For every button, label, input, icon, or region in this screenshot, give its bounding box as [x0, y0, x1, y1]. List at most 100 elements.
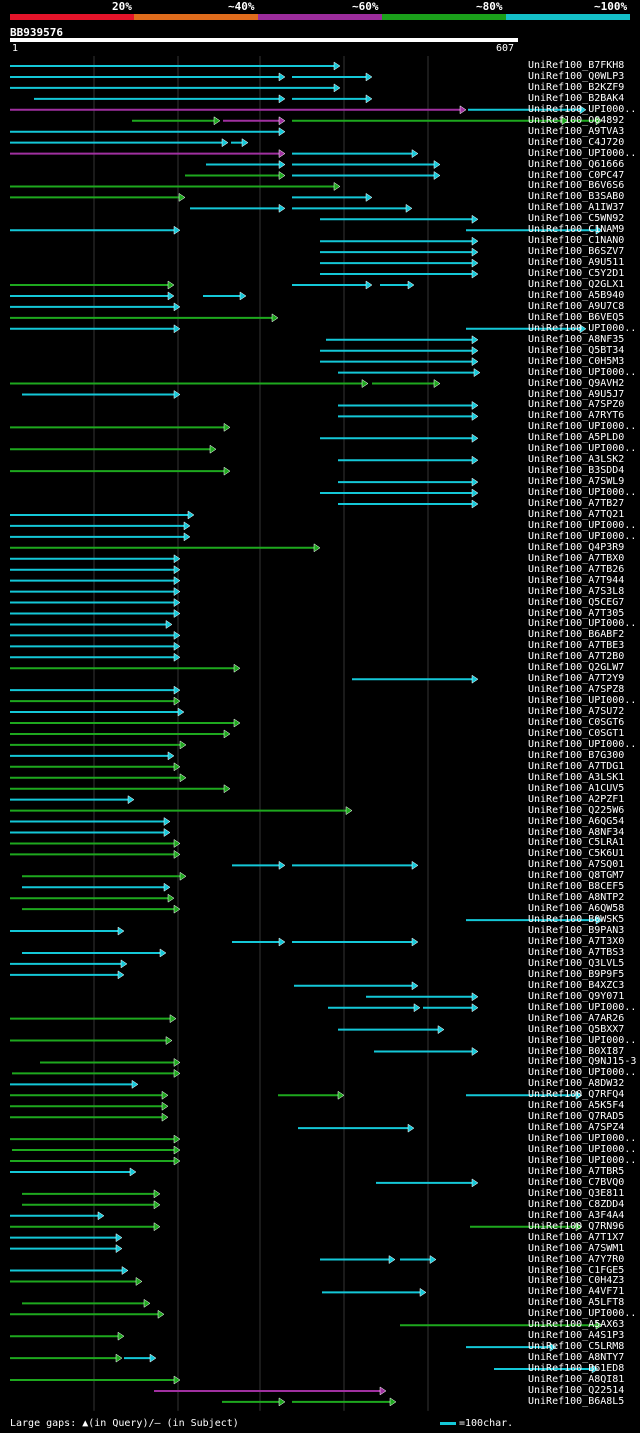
hit-name-link[interactable]: UniRef100_A7TB26 — [528, 563, 625, 575]
hit-name-link[interactable]: UniRef100_B4XZC3 — [528, 979, 625, 991]
hit-name-link[interactable]: UniRef100_Q5BXX7 — [528, 1023, 625, 1035]
hit-name-link[interactable]: UniRef100_Q0WLP3 — [528, 70, 625, 82]
hit-name-link[interactable]: UniRef100_Q8TGM7 — [528, 870, 625, 882]
hit-name-link[interactable]: UniRef100_Q61666 — [528, 158, 625, 170]
hit-name-link[interactable]: UniRef100_UPI000.. — [528, 1034, 637, 1046]
hit-name-link[interactable]: UniRef100_C5LRA1 — [528, 837, 625, 849]
hit-name-link[interactable]: UniRef100_C1NAN0 — [528, 235, 625, 247]
hit-name-link[interactable]: UniRef100_A8NTP2 — [528, 892, 625, 904]
hit-name-link[interactable]: UniRef100_Q2GLW7 — [528, 662, 625, 674]
hit-name-link[interactable]: UniRef100_C0SGT1 — [528, 727, 625, 739]
hit-name-link[interactable]: UniRef100_Q2GLX1 — [528, 279, 625, 290]
hit-name-link[interactable]: UniRef100_UPI000.. — [528, 103, 637, 115]
hit-name-link[interactable]: UniRef100_A6QG54 — [528, 815, 625, 827]
hit-name-link[interactable]: UniRef100_A2PZF1 — [528, 793, 625, 805]
hit-name-link[interactable]: UniRef100_A7AR26 — [528, 1012, 625, 1024]
hit-name-link[interactable]: UniRef100_UPI000.. — [528, 1067, 637, 1079]
hit-name-link[interactable]: UniRef100_B6SZV7 — [528, 246, 625, 258]
hit-name-link[interactable]: UniRef100_UPI000.. — [528, 1001, 637, 1013]
hit-name-link[interactable]: UniRef100_A7TBE3 — [528, 640, 625, 652]
hit-name-link[interactable]: UniRef100_A1CUV5 — [528, 782, 625, 794]
hit-name-link[interactable]: UniRef100_B61ED8 — [528, 1363, 625, 1375]
hit-name-link[interactable]: UniRef100_A7SWM1 — [528, 1242, 625, 1254]
hit-name-link[interactable]: UniRef100_C5WN92 — [528, 213, 625, 225]
hit-name-link[interactable]: UniRef100_C0H4Z3 — [528, 1275, 625, 1287]
hit-name-link[interactable]: UniRef100_C1FGE5 — [528, 1264, 625, 1276]
hit-name-link[interactable]: UniRef100_UPI000.. — [528, 147, 637, 159]
hit-name-link[interactable]: UniRef100_A4VF71 — [528, 1286, 625, 1298]
hit-name-link[interactable]: UniRef100_A3LSK2 — [528, 454, 625, 466]
hit-name-link[interactable]: UniRef100_A7TBR5 — [528, 1165, 625, 1177]
hit-name-link[interactable]: UniRef100_A7SPZ4 — [528, 1122, 625, 1134]
hit-name-link[interactable]: UniRef100_UPI000.. — [528, 421, 637, 433]
hit-name-link[interactable]: UniRef100_Q4P3R9 — [528, 541, 625, 553]
hit-name-link[interactable]: UniRef100_C5LRM8 — [528, 1341, 625, 1353]
hit-name-link[interactable]: UniRef100_A7TBS3 — [528, 946, 625, 958]
hit-name-link[interactable]: UniRef100_Q3E811 — [528, 1187, 625, 1199]
hit-name-link[interactable]: UniRef100_B7G300 — [528, 749, 625, 761]
hit-name-link[interactable]: UniRef100_C4J720 — [528, 136, 625, 148]
hit-name-link[interactable]: UniRef100_UPI000.. — [528, 1133, 637, 1145]
hit-name-link[interactable]: UniRef100_O04892 — [528, 114, 625, 126]
hit-name-link[interactable]: UniRef100_C0H5M3 — [528, 355, 625, 367]
hit-name-link[interactable]: UniRef100_C5K6U1 — [528, 848, 625, 860]
hit-name-link[interactable]: UniRef100_Q7RAD5 — [528, 1111, 625, 1123]
hit-name-link[interactable]: UniRef100_A4S1P3 — [528, 1330, 625, 1342]
hit-name-link[interactable]: UniRef100_Q7RN96 — [528, 1220, 625, 1232]
hit-name-link[interactable]: UniRef100_B6A8L5 — [528, 1395, 625, 1407]
hit-name-link[interactable]: UniRef100_A7SQ01 — [528, 859, 625, 871]
hit-name-link[interactable]: UniRef100_UPI000.. — [528, 487, 637, 499]
hit-name-link[interactable]: UniRef100_A9TVA3 — [528, 125, 625, 137]
hit-name-link[interactable]: UniRef100_UPI000.. — [528, 443, 637, 455]
hit-name-link[interactable]: UniRef100_UPI000.. — [528, 738, 637, 750]
hit-name-link[interactable]: UniRef100_UPI000.. — [528, 519, 637, 531]
hit-name-link[interactable]: UniRef100_A7S3L8 — [528, 585, 625, 597]
hit-name-link[interactable]: UniRef100_A7SU72 — [528, 706, 625, 718]
hit-name-link[interactable]: UniRef100_B6ABF2 — [528, 629, 625, 641]
hit-name-link[interactable]: UniRef100_UPI000.. — [528, 1155, 637, 1166]
hit-name-link[interactable]: UniRef100_A7TBX0 — [528, 552, 625, 564]
hit-name-link[interactable]: UniRef100_Q5CEG7 — [528, 596, 625, 608]
hit-name-link[interactable]: UniRef100_A7SWL9 — [528, 476, 625, 488]
hit-name-link[interactable]: UniRef100_UPI000.. — [528, 1144, 637, 1156]
hit-name-link[interactable]: UniRef100_C5Y2D1 — [528, 268, 625, 280]
hit-name-link[interactable]: UniRef100_C1NAM9 — [528, 224, 625, 236]
hit-name-link[interactable]: UniRef100_Q9AVH2 — [528, 377, 625, 389]
hit-name-link[interactable]: UniRef100_A8NTY7 — [528, 1352, 625, 1364]
hit-name-link[interactable]: UniRef100_Q22514 — [528, 1384, 625, 1396]
hit-name-link[interactable]: UniRef100_A5AX63 — [528, 1319, 625, 1331]
hit-name-link[interactable]: UniRef100_Q3LVL5 — [528, 957, 625, 969]
hit-name-link[interactable]: UniRef100_Q225W6 — [528, 804, 625, 816]
hit-name-link[interactable]: UniRef100_A5LFT8 — [528, 1297, 625, 1309]
hit-name-link[interactable]: UniRef100_A7SPZ0 — [528, 399, 625, 411]
hit-name-link[interactable]: UniRef100_A1IW37 — [528, 202, 625, 214]
hit-name-link[interactable]: UniRef100_A8NF35 — [528, 333, 625, 345]
hit-name-link[interactable]: UniRef100_A3LSK1 — [528, 771, 625, 783]
hit-name-link[interactable]: UniRef100_B2KZF9 — [528, 81, 625, 93]
hit-name-link[interactable]: UniRef100_A7T1X7 — [528, 1231, 625, 1243]
hit-name-link[interactable]: UniRef100_A8DW32 — [528, 1078, 625, 1090]
hit-name-link[interactable]: UniRef100_B9PAN3 — [528, 925, 625, 937]
hit-name-link[interactable]: UniRef100_A7Y7R0 — [528, 1253, 625, 1265]
hit-name-link[interactable]: UniRef100_A5PLD0 — [528, 432, 625, 444]
hit-name-link[interactable]: UniRef100_UPI000.. — [528, 322, 637, 334]
hit-name-link[interactable]: UniRef100_B6VEQ5 — [528, 311, 625, 323]
hit-name-link[interactable]: UniRef100_B9P9F5 — [528, 968, 625, 980]
hit-name-link[interactable]: UniRef100_A9U511 — [528, 257, 625, 269]
hit-name-link[interactable]: UniRef100_B6V6S6 — [528, 180, 625, 192]
hit-name-link[interactable]: UniRef100_A8NF34 — [528, 826, 625, 838]
hit-name-link[interactable]: UniRef100_UPI000.. — [528, 1308, 637, 1320]
hit-name-link[interactable]: UniRef100_A7SPZ8 — [528, 684, 625, 696]
hit-name-link[interactable]: UniRef100_A7T944 — [528, 574, 625, 586]
hit-name-link[interactable]: UniRef100_B8CEF5 — [528, 881, 625, 893]
hit-name-link[interactable]: UniRef100_A7T3X0 — [528, 936, 625, 947]
hit-name-link[interactable]: UniRef100_Q9NJ15-3 — [528, 1056, 637, 1068]
hit-name-link[interactable]: UniRef100_A3F4A4 — [528, 1209, 625, 1221]
hit-name-link[interactable]: UniRef100_B3SAB0 — [528, 191, 625, 203]
hit-name-link[interactable]: UniRef100_C8ZDD4 — [528, 1198, 625, 1210]
hit-name-link[interactable]: UniRef100_B7FKH8 — [528, 60, 625, 71]
hit-name-link[interactable]: UniRef100_A7T2Y9 — [528, 673, 625, 685]
hit-name-link[interactable]: UniRef100_C0PC47 — [528, 169, 625, 181]
hit-name-link[interactable]: UniRef100_C7BVQ0 — [528, 1176, 625, 1188]
hit-name-link[interactable]: UniRef100_B2BAK4 — [528, 92, 625, 104]
